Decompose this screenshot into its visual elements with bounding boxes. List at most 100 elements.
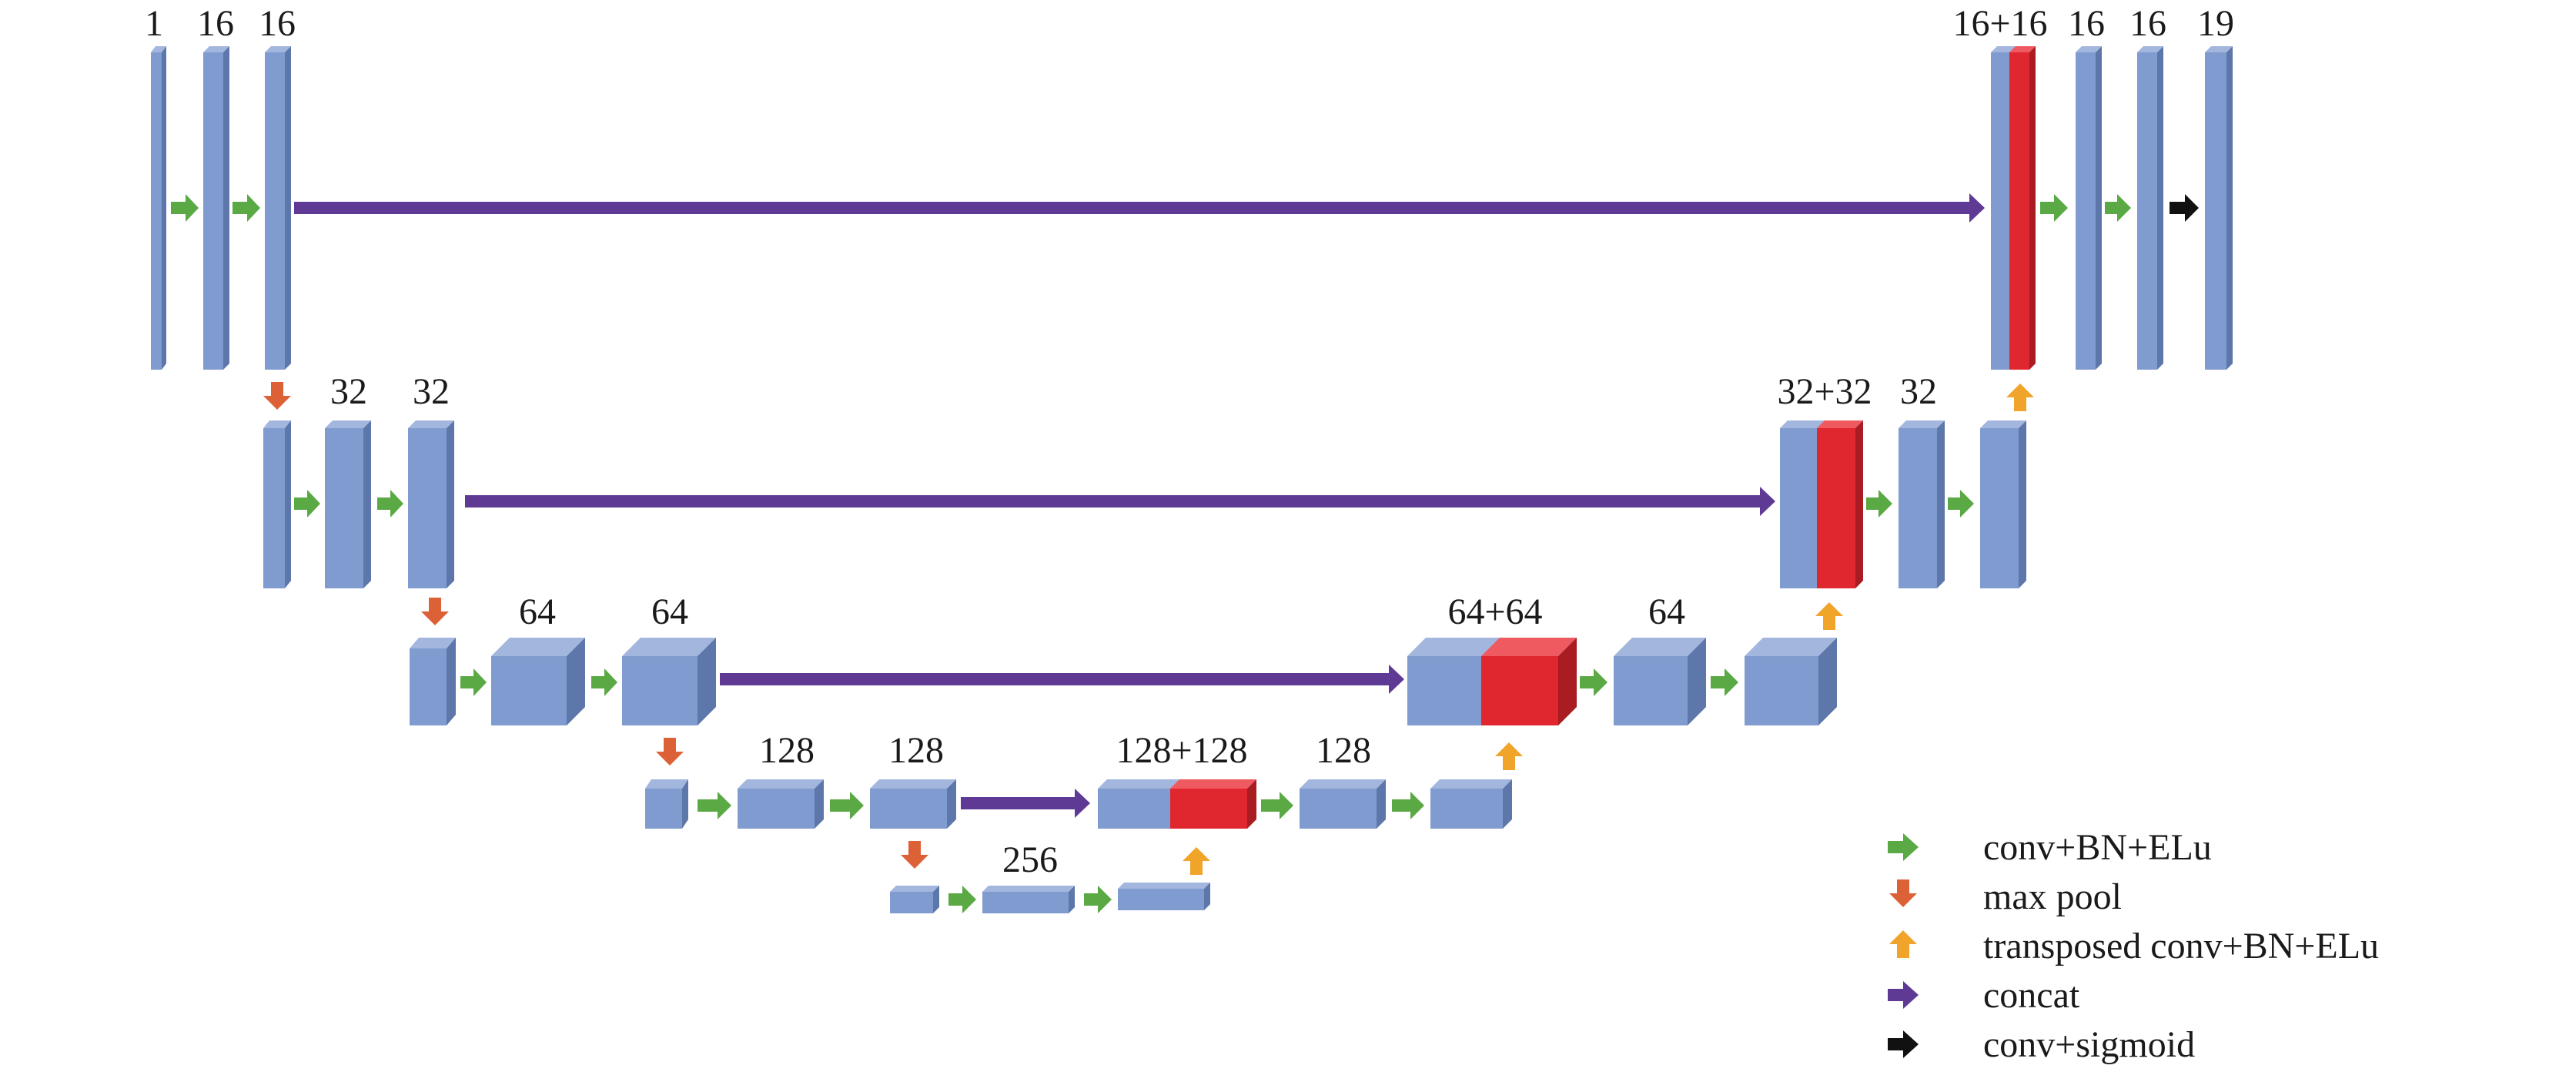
conv-arrow-icon: [1580, 668, 1607, 696]
conv-arrow-icon: [1392, 792, 1424, 819]
block-l1-concat: [1991, 46, 2036, 370]
block-l3-conv1: [491, 638, 585, 725]
label-l1-c1: 16: [197, 3, 234, 44]
label-l1-c2: 16: [259, 3, 296, 44]
legend: conv+BN+ELu max pool transposed conv+BN+…: [1888, 827, 2379, 1065]
block-l5-conv2: [1118, 883, 1210, 910]
block-l3-concat: [1407, 638, 1577, 725]
max-pool-arrow-icon: [421, 598, 449, 625]
encoder: [151, 46, 1210, 913]
label-l3-c2: 64: [651, 591, 688, 632]
label-l4-cat: 128+128: [1116, 730, 1247, 771]
label-l2-c1: 32: [330, 371, 367, 412]
sigmoid-arrow-icon: [2170, 194, 2199, 222]
max-pool-arrow-icon: [1889, 879, 1917, 907]
label-l1-out: 19: [2197, 3, 2234, 44]
block-l4-conv1: [738, 779, 824, 829]
block-l2-conv2: [408, 420, 454, 588]
upconv-arrow-icon: [1815, 602, 1843, 630]
block-l2-concat: [1780, 420, 1863, 588]
block-l5-conv1: [982, 886, 1075, 913]
block-l2-pooled: [263, 420, 291, 588]
conv-arrow-icon: [698, 792, 731, 819]
conv-arrow-icon: [1711, 668, 1738, 696]
conv-arrow-icon: [948, 886, 976, 913]
concat-arrow-level3: [720, 665, 1404, 694]
channel-labels: 1 16 16 16+16 16 16 19 32 32 32+32 32 64…: [145, 3, 2234, 880]
upconv-arrow-icon: [1183, 847, 1210, 875]
block-l1-up-conv1: [2076, 46, 2102, 370]
sigmoid-arrow-icon: [1888, 1030, 1919, 1058]
block-l1-up-conv2: [2137, 46, 2163, 370]
block-l1-output: [2205, 46, 2233, 370]
decoder: [1098, 46, 2233, 829]
conv-arrow-icon: [591, 668, 617, 696]
conv-arrow-icon: [1866, 490, 1892, 518]
legend-label-max-pool: max pool: [1983, 876, 2122, 917]
label-l1-u2: 16: [2129, 3, 2166, 44]
label-l3-cat: 64+64: [1447, 591, 1542, 632]
conv-arrow-icon: [2040, 194, 2068, 222]
label-l3-c1: 64: [519, 591, 556, 632]
upconv-arrow-icon: [1889, 930, 1917, 958]
legend-label-concat: concat: [1983, 975, 2080, 1016]
label-l1-cat: 16+16: [1952, 3, 2047, 44]
conv-arrow-icon: [830, 792, 864, 819]
conv-arrow-icon: [1084, 886, 1112, 913]
conv-arrow-icon: [377, 490, 403, 518]
upconv-arrow-icon: [2006, 384, 2034, 411]
label-l3-u1: 64: [1648, 591, 1685, 632]
conv-arrow-icon: [2105, 194, 2131, 222]
conv-arrow-icon: [1948, 490, 1974, 518]
block-l4-pooled: [645, 779, 688, 829]
legend-item-max-pool: max pool: [1889, 876, 2122, 917]
label-l2-c2: 32: [413, 371, 450, 412]
conv-arrow-icon: [1261, 792, 1293, 819]
block-l2-conv1: [325, 420, 371, 588]
block-l5-pooled: [890, 886, 939, 913]
concat-arrow-icon: [1888, 981, 1919, 1009]
legend-label-upconv: transposed conv+BN+ELu: [1983, 926, 2379, 966]
block-l3-up-conv1: [1614, 638, 1706, 725]
conv-arrow-icon: [233, 194, 260, 222]
block-l4-up-conv2: [1430, 779, 1512, 829]
max-pool-arrow-icon: [656, 738, 684, 765]
legend-item-sigmoid: conv+sigmoid: [1888, 1024, 2195, 1065]
legend-item-upconv: transposed conv+BN+ELu: [1889, 926, 2379, 966]
label-l2-u1: 32: [1900, 371, 1937, 412]
label-l5-c1: 256: [1002, 839, 1058, 880]
conv-arrow-icon: [460, 668, 487, 696]
label-l4-c2: 128: [888, 730, 944, 771]
conv-arrow-icon: [171, 194, 199, 222]
skip-connections: [294, 193, 1985, 818]
label-l2-cat: 32+32: [1777, 371, 1872, 412]
block-l4-conv2: [870, 779, 956, 829]
block-l2-up-conv1: [1899, 420, 1945, 588]
concat-arrow-level4: [961, 789, 1090, 818]
concat-arrow-level2: [465, 487, 1775, 516]
label-l1-in: 1: [145, 3, 163, 44]
block-l4-up-conv1: [1300, 779, 1386, 829]
legend-item-concat: concat: [1888, 975, 2080, 1016]
legend-label-conv: conv+BN+ELu: [1983, 827, 2212, 868]
block-l1-conv1: [203, 46, 229, 370]
concat-arrow-level1: [294, 193, 1985, 223]
conv-arrow-icon: [294, 490, 320, 518]
max-pool-arrows: [263, 382, 928, 869]
block-l1-conv2: [265, 46, 291, 370]
block-l3-pooled: [410, 638, 456, 725]
label-l4-c1: 128: [759, 730, 815, 771]
label-l4-u1: 128: [1316, 730, 1371, 771]
block-l3-up-conv2: [1745, 638, 1837, 725]
upconv-arrows: [1183, 384, 2034, 875]
block-l1-input: [151, 46, 166, 370]
legend-item-conv: conv+BN+ELu: [1888, 827, 2212, 868]
label-l1-u1: 16: [2068, 3, 2105, 44]
max-pool-arrow-icon: [901, 841, 928, 869]
block-l4-concat: [1098, 779, 1256, 829]
block-l3-conv2: [622, 638, 716, 725]
conv-arrows: [171, 194, 2131, 913]
conv-arrow-icon: [1888, 833, 1919, 861]
upconv-arrow-icon: [1495, 742, 1523, 770]
